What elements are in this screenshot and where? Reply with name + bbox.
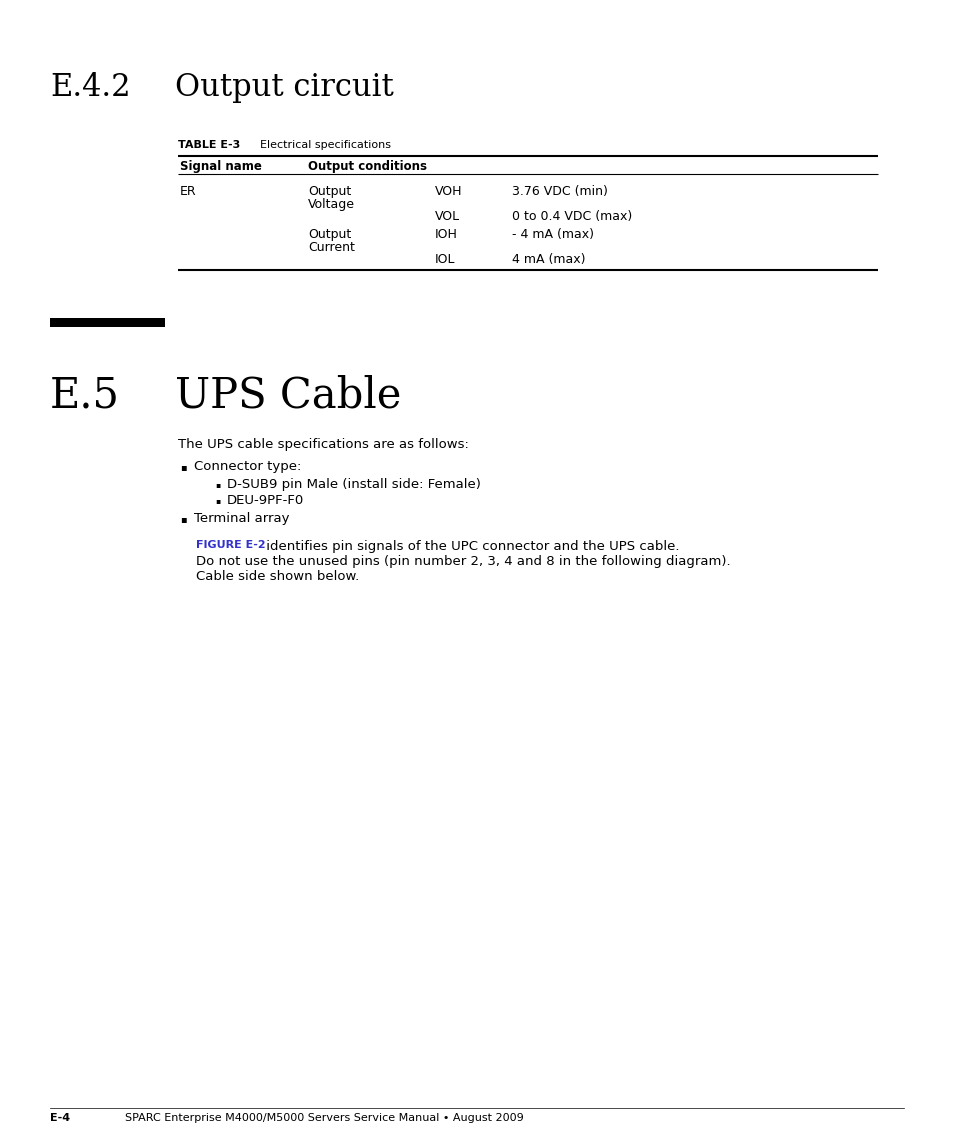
Text: Electrical specifications: Electrical specifications [260,140,391,150]
Text: Cable side shown below.: Cable side shown below. [195,570,359,583]
Text: The UPS cable specifications are as follows:: The UPS cable specifications are as foll… [178,439,468,451]
Text: IOH: IOH [435,228,457,240]
Text: 4 mA (max): 4 mA (max) [512,253,585,266]
Text: ▪: ▪ [180,461,187,472]
Text: ▪: ▪ [180,514,187,524]
Text: ER: ER [180,185,196,198]
Text: Output circuit: Output circuit [174,72,394,103]
Text: E.5: E.5 [50,376,120,417]
Text: Connector type:: Connector type: [193,460,301,473]
Text: ▪: ▪ [214,480,220,489]
Text: UPS Cable: UPS Cable [174,376,401,417]
Text: ▪: ▪ [214,496,220,505]
Bar [50,318,165,327]
Text: IOL: IOL [435,253,455,266]
Text: Signal name: Signal name [180,160,262,173]
Text: SPARC Enterprise M4000/M5000 Servers Service Manual • August 2009: SPARC Enterprise M4000/M5000 Servers Ser… [125,1113,523,1123]
Text: - 4 mA (max): - 4 mA (max) [512,228,594,240]
Text: Output conditions: Output conditions [308,160,427,173]
Text: DEU-9PF-F0: DEU-9PF-F0 [227,493,304,507]
Text: 3.76 VDC (min): 3.76 VDC (min) [512,185,607,198]
Text: Voltage: Voltage [308,198,355,211]
Text: E.4.2: E.4.2 [50,72,131,103]
Text: Terminal array: Terminal array [193,512,289,526]
Text: Do not use the unused pins (pin number 2, 3, 4 and 8 in the following diagram).: Do not use the unused pins (pin number 2… [195,555,730,568]
Text: VOL: VOL [435,210,459,223]
Text: D-SUB9 pin Male (install side: Female): D-SUB9 pin Male (install side: Female) [227,477,480,491]
Text: E-4: E-4 [50,1113,71,1123]
Text: VOH: VOH [435,185,462,198]
Text: Current: Current [308,240,355,254]
Text: TABLE E-3: TABLE E-3 [178,140,240,150]
Text: 0 to 0.4 VDC (max): 0 to 0.4 VDC (max) [512,210,632,223]
Text: FIGURE E-2: FIGURE E-2 [195,540,265,550]
Text: Output: Output [308,185,351,198]
Text: identifies pin signals of the UPC connector and the UPS cable.: identifies pin signals of the UPC connec… [262,540,679,553]
Text: Output: Output [308,228,351,240]
